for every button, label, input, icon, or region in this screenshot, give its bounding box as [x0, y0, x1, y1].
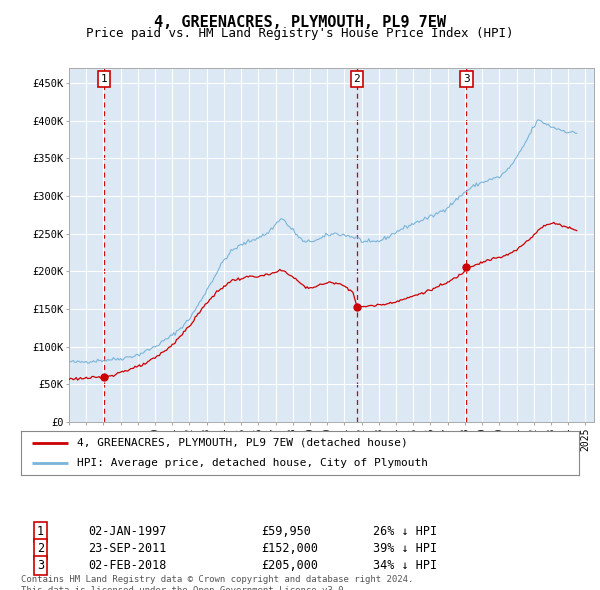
Text: 2: 2: [37, 542, 44, 555]
Text: Price paid vs. HM Land Registry's House Price Index (HPI): Price paid vs. HM Land Registry's House …: [86, 27, 514, 40]
Text: 4, GREENACRES, PLYMOUTH, PL9 7EW (detached house): 4, GREENACRES, PLYMOUTH, PL9 7EW (detach…: [77, 438, 407, 448]
Text: 23-SEP-2011: 23-SEP-2011: [88, 542, 166, 555]
Text: 1: 1: [37, 525, 44, 538]
Text: 02-JAN-1997: 02-JAN-1997: [88, 525, 166, 538]
Text: HPI: Average price, detached house, City of Plymouth: HPI: Average price, detached house, City…: [77, 458, 428, 468]
Text: 3: 3: [463, 74, 470, 84]
Text: 2: 2: [353, 74, 361, 84]
Text: 39% ↓ HPI: 39% ↓ HPI: [373, 542, 437, 555]
Text: 26% ↓ HPI: 26% ↓ HPI: [373, 525, 437, 538]
Text: 1: 1: [101, 74, 107, 84]
Text: Contains HM Land Registry data © Crown copyright and database right 2024.
This d: Contains HM Land Registry data © Crown c…: [21, 575, 413, 590]
Text: 3: 3: [37, 559, 44, 572]
Text: £59,950: £59,950: [261, 525, 311, 538]
Text: £205,000: £205,000: [261, 559, 318, 572]
Text: 02-FEB-2018: 02-FEB-2018: [88, 559, 166, 572]
Text: 34% ↓ HPI: 34% ↓ HPI: [373, 559, 437, 572]
Text: 4, GREENACRES, PLYMOUTH, PL9 7EW: 4, GREENACRES, PLYMOUTH, PL9 7EW: [154, 15, 446, 30]
Text: £152,000: £152,000: [261, 542, 318, 555]
